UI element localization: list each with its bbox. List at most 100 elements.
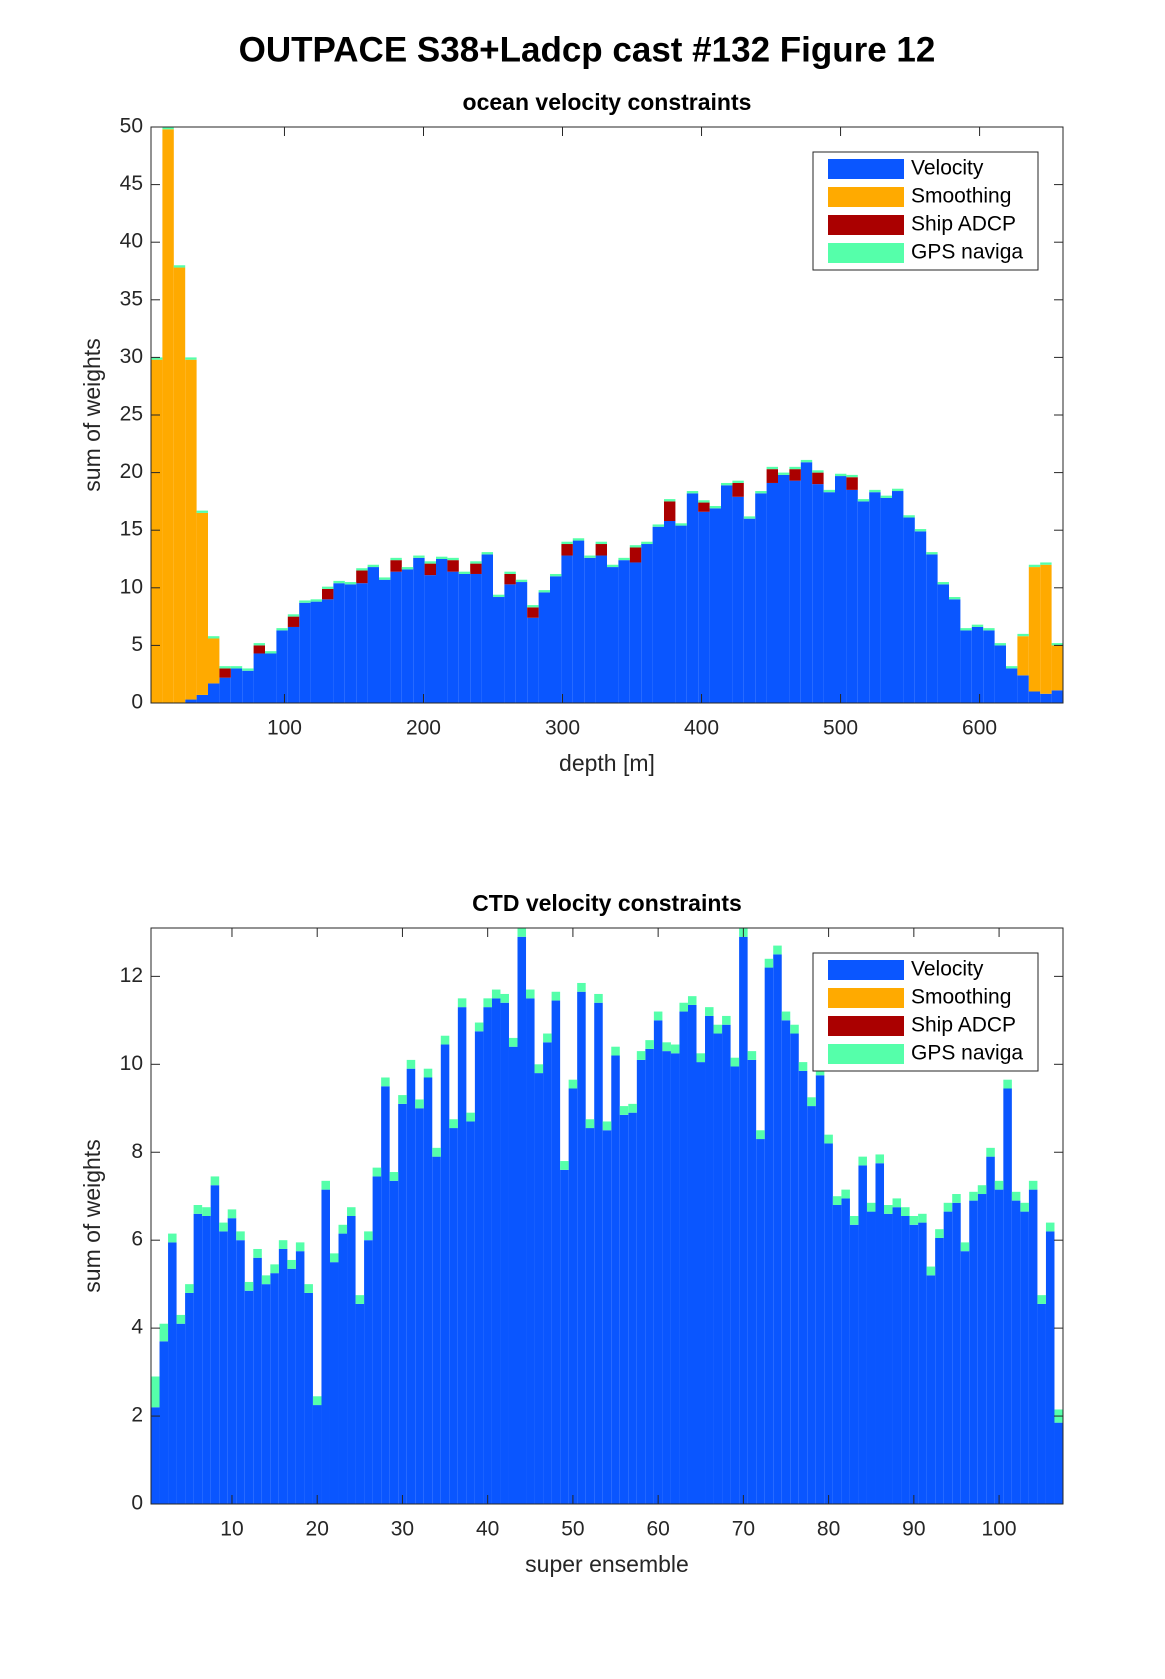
bar-segment — [629, 562, 642, 703]
x-tick-label: 10 — [220, 1518, 243, 1541]
bar-segment — [457, 1007, 467, 1504]
bar-segment — [747, 1059, 757, 1504]
bar-segment — [244, 1290, 254, 1504]
bar-segment — [773, 954, 782, 1504]
bar-segment — [687, 1004, 697, 1504]
bar-segment — [338, 1224, 348, 1234]
bar-segment — [824, 1143, 833, 1504]
bar-segment — [401, 567, 414, 570]
x-tick-label: 500 — [823, 717, 858, 740]
bar-segment — [356, 583, 368, 703]
legend-swatch — [828, 187, 904, 207]
bar-segment — [595, 541, 607, 545]
x-tick-label: 90 — [902, 1518, 925, 1541]
legend-label: GPS naviga — [911, 1042, 1023, 1065]
bar-segment — [415, 1108, 424, 1504]
bar-segment — [287, 616, 300, 627]
bar-segment — [151, 1376, 160, 1408]
bar-segment — [210, 1185, 220, 1504]
bar-segment — [607, 567, 619, 703]
bar-segment — [636, 1051, 646, 1060]
bar-segment — [561, 555, 573, 703]
x-tick-label: 80 — [817, 1518, 840, 1541]
bar-segment — [670, 1053, 680, 1504]
bar-segment — [858, 1156, 867, 1166]
bar-segment — [527, 607, 539, 618]
bar-segment — [969, 1191, 978, 1201]
bar-segment — [515, 582, 528, 703]
bar-segment — [287, 1268, 296, 1504]
bar-segment — [926, 554, 938, 703]
bar-segment — [474, 1031, 484, 1504]
bar-segment — [675, 523, 687, 526]
bar-segment — [440, 1035, 450, 1045]
bar-segment — [390, 571, 402, 703]
bar-segment — [730, 1066, 740, 1504]
bar-segment — [730, 1057, 740, 1067]
bar-segment — [568, 1079, 578, 1089]
bar-segment — [607, 564, 619, 568]
bar-segment — [602, 1130, 612, 1504]
bar-segment — [983, 628, 995, 631]
bar-segment — [619, 1106, 629, 1115]
bar-segment — [159, 1323, 169, 1342]
bar-segment — [800, 462, 813, 703]
bar-segment — [662, 1051, 671, 1504]
axes-title: CTD velocity constraints — [472, 890, 742, 916]
bar-segment — [491, 989, 501, 999]
bar-segment — [628, 1103, 637, 1113]
bar-segment — [333, 580, 345, 584]
bar-segment — [790, 1033, 799, 1504]
bar-segment — [584, 555, 596, 558]
bar-segment — [1028, 691, 1041, 703]
bar-segment — [470, 563, 482, 574]
bar-segment — [618, 560, 630, 703]
bar-segment — [227, 1209, 237, 1219]
legend-swatch — [828, 243, 904, 263]
bar-segment — [219, 666, 231, 669]
x-axis-label: super ensemble — [525, 1551, 689, 1577]
bar-segment — [568, 1088, 578, 1504]
bar-segment — [219, 1231, 228, 1504]
x-tick-label: 100 — [267, 717, 302, 740]
bar-segment — [743, 516, 756, 519]
bar-segment — [185, 357, 197, 360]
y-tick-label: 0 — [131, 1492, 143, 1515]
bar-segment — [379, 579, 391, 703]
bar-segment — [798, 1070, 808, 1504]
bar-segment — [875, 1154, 885, 1164]
bar-segment — [367, 564, 379, 568]
bar-segment — [457, 998, 467, 1008]
bar-segment — [812, 484, 824, 703]
bar-segment — [652, 526, 664, 703]
legend-label: Velocity — [911, 157, 984, 180]
bar-segment — [356, 570, 368, 584]
y-tick-label: 15 — [120, 518, 143, 541]
bar-segment — [500, 993, 509, 1003]
bar-segment — [379, 577, 391, 580]
bar-segment — [176, 1323, 186, 1504]
legend-swatch — [828, 1016, 904, 1036]
bar-segment — [949, 597, 961, 600]
x-tick-label: 100 — [982, 1518, 1017, 1541]
bar-segment — [875, 1163, 885, 1504]
bar-segment — [413, 557, 425, 703]
bar-segment — [193, 1213, 203, 1504]
bar-segment — [1028, 564, 1041, 568]
bar-segment — [880, 495, 892, 498]
bar-segment — [329, 1262, 339, 1504]
legend-label: Smoothing — [911, 185, 1011, 208]
bar-segment — [602, 1121, 612, 1131]
bar-segment — [869, 489, 881, 493]
legend-label: Ship ADCP — [911, 1014, 1016, 1037]
bar-segment — [755, 491, 767, 494]
bar-segment — [449, 1128, 458, 1504]
bar-segment — [778, 472, 790, 475]
bar-segment — [151, 359, 163, 703]
bar-segment — [193, 1205, 203, 1214]
y-tick-label: 2 — [131, 1404, 143, 1427]
bar-segment — [653, 1011, 663, 1021]
bar-segment — [652, 524, 664, 527]
bar-segment — [971, 624, 984, 627]
bar-segment — [242, 668, 254, 671]
